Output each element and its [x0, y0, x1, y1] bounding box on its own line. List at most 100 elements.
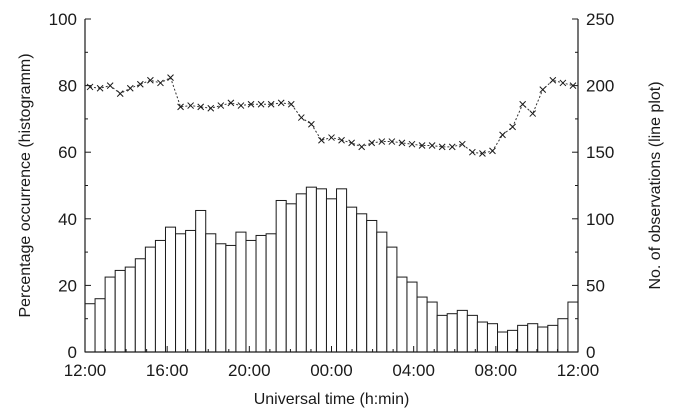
histogram-bar	[446, 313, 458, 353]
y-tick-label: 60	[58, 143, 77, 162]
line-marker	[126, 84, 134, 92]
histogram-bar	[94, 298, 106, 353]
y2-axis-title: No. of observations (line plot)	[647, 81, 664, 289]
line-marker	[147, 76, 154, 84]
line-marker	[448, 143, 456, 151]
histogram-bar	[265, 233, 277, 353]
histogram-bar	[567, 301, 579, 353]
line-marker	[197, 103, 205, 111]
line-marker	[227, 99, 235, 107]
histogram-bar	[285, 203, 297, 353]
histogram-bar	[507, 329, 519, 353]
line-marker	[157, 79, 164, 87]
histogram-bar	[185, 229, 197, 353]
histogram-bar	[134, 258, 146, 353]
histogram-bar	[154, 239, 166, 353]
line-marker	[519, 100, 527, 108]
line-marker	[388, 138, 396, 145]
histogram-bar	[436, 314, 448, 353]
line-marker	[489, 147, 496, 155]
histogram-bars	[84, 186, 579, 353]
histogram-bar	[295, 193, 307, 353]
histogram-bar	[356, 213, 368, 353]
y2-tick-label: 250	[586, 10, 614, 29]
histogram-bar	[537, 326, 549, 353]
histogram-bar	[84, 303, 96, 353]
y-axis-title: Percentage occurrence (histogramm)	[17, 53, 34, 317]
line-marker	[187, 102, 194, 109]
line-marker	[318, 136, 325, 144]
histogram-bar	[144, 246, 156, 353]
line-marker	[167, 74, 174, 81]
observations-line	[86, 74, 577, 157]
line-marker	[549, 76, 557, 84]
histogram-bar	[215, 243, 227, 353]
line-marker	[378, 138, 386, 145]
histogram-bar	[547, 324, 559, 353]
line-marker	[116, 90, 124, 97]
histogram-bar	[175, 233, 187, 353]
x-tick-label: 12:00	[64, 361, 107, 380]
line-marker	[398, 139, 406, 147]
line-marker	[257, 100, 265, 108]
y-tick-label: 40	[58, 210, 77, 229]
histogram-bar	[305, 186, 317, 353]
line-marker	[308, 120, 315, 128]
histogram-bar	[476, 321, 488, 353]
line-marker	[328, 134, 335, 141]
line-marker	[207, 104, 215, 112]
histogram-bar	[517, 324, 529, 353]
histogram-bar	[396, 276, 408, 353]
histogram-bar	[376, 231, 388, 353]
x-tick-label: 08:00	[475, 361, 518, 380]
x-axis-title: Universal time (h:min)	[254, 391, 410, 408]
histogram-bar	[366, 219, 378, 353]
histogram-bar	[406, 281, 418, 353]
line-marker	[177, 103, 184, 111]
y2-tick-label: 100	[586, 210, 614, 229]
line-marker	[106, 82, 114, 89]
histogram-bar	[557, 318, 569, 353]
histogram-bar	[164, 226, 177, 353]
y2-tick-label: 150	[586, 143, 614, 162]
line-marker	[539, 86, 547, 93]
y-tick-label: 0	[68, 343, 77, 362]
x-tick-label: 04:00	[392, 361, 435, 380]
histogram-bar	[124, 266, 136, 353]
histogram-bar	[235, 231, 247, 353]
histogram-bar	[255, 234, 267, 353]
line-marker	[428, 142, 436, 149]
histogram-bar	[225, 244, 237, 353]
histogram-bar	[195, 209, 207, 353]
line-marker	[297, 114, 305, 121]
y-tick-label: 20	[58, 276, 77, 295]
x-tick-label: 12:00	[557, 361, 600, 380]
y2-tick-label: 0	[586, 343, 595, 362]
line-marker	[469, 148, 476, 156]
line-marker	[247, 100, 255, 108]
line-marker	[499, 131, 506, 139]
line-marker	[237, 102, 245, 109]
histogram-bar	[315, 188, 327, 353]
line-marker	[217, 102, 225, 109]
histogram-bar	[275, 199, 287, 353]
histogram-bar	[497, 331, 509, 353]
line-marker	[529, 110, 537, 117]
line-marker	[418, 142, 426, 149]
x-tick-label: 20:00	[228, 361, 271, 380]
x-tick-label: 16:00	[146, 361, 189, 380]
histogram-bar	[527, 323, 539, 353]
y-tick-label: 100	[49, 10, 77, 29]
line-marker	[267, 100, 275, 108]
line-marker	[438, 143, 446, 151]
histogram-bar	[416, 296, 428, 353]
histogram-bar	[325, 198, 338, 353]
y2-tick-label: 50	[586, 276, 605, 295]
line-marker	[358, 143, 366, 151]
line-marker	[408, 140, 416, 148]
observations-line-path	[89, 76, 574, 155]
histogram-bar	[466, 314, 478, 353]
line-marker	[509, 123, 516, 131]
